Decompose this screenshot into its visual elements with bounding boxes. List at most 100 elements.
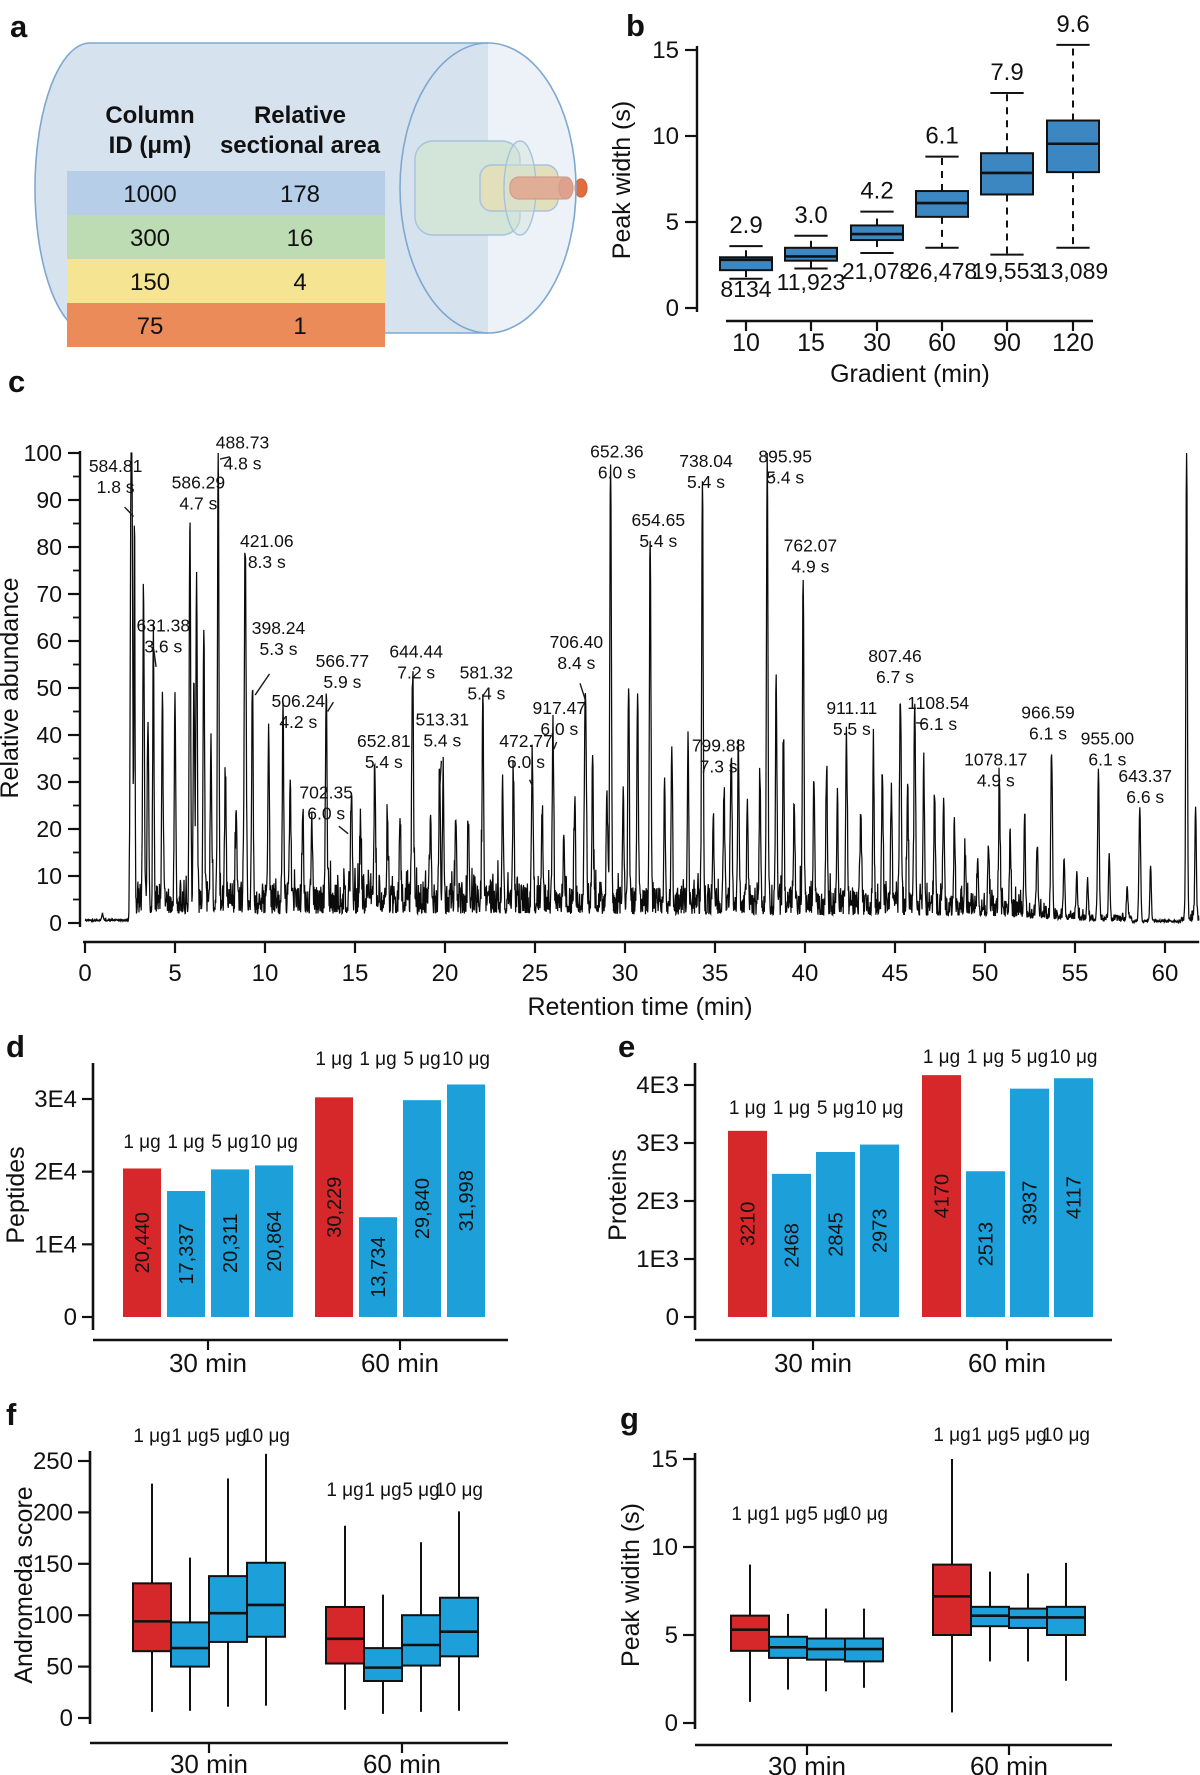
panel-a-diagram: a 1000 178 300 16 150 4 75 1 Column ID (μm) Relati… [10, 9, 588, 347]
peak-width-label: 6.6 s [1126, 787, 1164, 807]
bar-5μg [403, 1100, 441, 1317]
peak-width-label: 6.0 s [540, 719, 578, 739]
x-tick-label: 30 [612, 960, 639, 987]
amount-label: 5 μg [817, 1098, 854, 1119]
panel-e-chart: e Proteins 0 1E3 2E3 3E3 4E3 3210 1 μg 2468 1 μg… [604, 1029, 1112, 1378]
peak-width-label: 7.3 s [700, 756, 738, 776]
bar-1μg [167, 1191, 205, 1317]
peak-mz-label: 895.95 [758, 446, 812, 466]
x-tick-label: 15 [342, 960, 369, 987]
y-tick-label: 0 [666, 1304, 679, 1331]
peak-mz-label: 488.73 [216, 432, 270, 452]
box [730, 1614, 770, 1652]
bar-1μg [315, 1097, 353, 1317]
peak-width-label: 8.3 s [248, 552, 286, 572]
panel-g-y-axis-title: Peak widith (s) [617, 1503, 645, 1667]
y-tick-label: 200 [33, 1499, 73, 1526]
sectional-area-cell: 16 [287, 225, 314, 252]
amount-label: 10 μg [442, 1049, 490, 1070]
orange-cylinder-rim [558, 176, 574, 200]
peak-mz-label: 652.81 [357, 731, 411, 751]
panel-c-x-axis-title: Retention time (min) [527, 993, 752, 1021]
bar-10μg [255, 1165, 293, 1317]
y-tick-label: 30 [36, 769, 62, 795]
x-tick-label: 35 [702, 960, 729, 987]
amount-label: 1 μg [967, 1047, 1004, 1068]
bar-value-label: 20,864 [264, 1211, 286, 1272]
peak-width-label: 6.0 s [507, 752, 545, 772]
peak-mz-label: 513.31 [416, 710, 470, 730]
y-tick-label: 1E4 [34, 1231, 77, 1258]
peak-width-label: 6.0 s [598, 463, 636, 483]
panel-d-letter: d [6, 1029, 25, 1064]
peak-width-label: 5.4 s [365, 752, 403, 772]
peak-width-label: 5.4 s [423, 731, 461, 751]
bar-1μg [772, 1173, 811, 1317]
y-tick-label: 150 [33, 1551, 73, 1578]
x-tick-label: 60 [928, 329, 956, 357]
table-header-area: sectional area [220, 132, 381, 159]
amount-label: 1 μg [769, 1504, 806, 1525]
panel-c-plot-area: 0 10 20 30 40 50 60 70 80 90 100 0 5 10 15 20 25 30 35 40 45… [24, 432, 1200, 987]
peak-width-label: 6.7 s [876, 667, 914, 687]
y-tick-label: 2E3 [636, 1188, 679, 1215]
peak-width-label: 8.4 s [557, 653, 595, 673]
amount-label: 5 μg [211, 1132, 248, 1153]
bar-value-label: 2468 [782, 1223, 804, 1268]
panel-b-x-axis-title: Gradient (min) [830, 360, 990, 388]
peak-width-label: 7.2 s [397, 662, 435, 682]
amount-label: 1 μg [364, 1480, 401, 1501]
y-tick-label: 0 [64, 1304, 77, 1331]
panel-e-letter: e [618, 1029, 635, 1064]
peak-mz-label: 911.11 [826, 698, 877, 718]
x-tick-label: 15 [797, 329, 825, 357]
column-cylinder-diagram: 1000 178 300 16 150 4 75 1 Column ID (μm) Relative… [34, 42, 588, 347]
bar-5μg [211, 1169, 249, 1317]
panel-c-letter: c [8, 364, 25, 399]
bar-value-label: 31,998 [456, 1170, 478, 1231]
table-row [67, 215, 385, 259]
peak-mz-label: 584.81 [89, 456, 143, 476]
y-tick-label: 10 [652, 123, 679, 150]
amount-label: 1 μg [773, 1098, 810, 1119]
panel-f-letter: f [6, 1397, 17, 1432]
feature-count-label: 8134 [720, 276, 771, 302]
peak-mz-label: 917.47 [533, 698, 587, 718]
amount-label: 10 μg [242, 1426, 290, 1447]
panel-d-y-axis-title: Peptides [2, 1146, 30, 1243]
y-tick-label: 50 [36, 675, 62, 701]
y-tick-label: 5 [666, 209, 679, 236]
amount-label: 1 μg [171, 1426, 208, 1447]
sectional-area-cell: 178 [280, 181, 320, 208]
peak-width-label: 4.2 s [279, 712, 317, 732]
group-label: 60 min [363, 1749, 441, 1775]
peak-mz-label: 398.24 [252, 618, 306, 638]
panel-e-y-axis-title: Proteins [604, 1149, 632, 1241]
table-header-area: Relative [254, 102, 346, 129]
x-tick-label: 10 [252, 960, 279, 987]
group-label: 30 min [169, 1348, 247, 1378]
amount-label: 1 μg [359, 1049, 396, 1070]
amount-label: 1 μg [315, 1049, 352, 1070]
y-tick-label: 60 [36, 628, 62, 654]
peak-leader-line [254, 673, 271, 696]
peak-mz-label: 506.24 [272, 691, 326, 711]
panel-c-y-axis-title: Relative abundance [0, 578, 24, 799]
bar-10μg [447, 1084, 485, 1317]
panel-g-letter: g [620, 1401, 639, 1436]
amount-label: 5 μg [1009, 1425, 1046, 1446]
x-tick-label: 55 [1062, 960, 1089, 987]
amount-label: 10 μg [435, 1480, 483, 1501]
amount-label: 1 μg [326, 1480, 363, 1501]
box [1046, 119, 1100, 174]
y-tick-label: 20 [36, 816, 62, 842]
y-tick-label: 90 [36, 487, 62, 513]
chromatogram-trace [84, 452, 1200, 925]
y-tick-label: 3E3 [636, 1130, 679, 1157]
peak-width-label: 5.3 s [260, 639, 298, 659]
amount-label: 5 μg [403, 1049, 440, 1070]
bar-1μg [359, 1217, 397, 1317]
